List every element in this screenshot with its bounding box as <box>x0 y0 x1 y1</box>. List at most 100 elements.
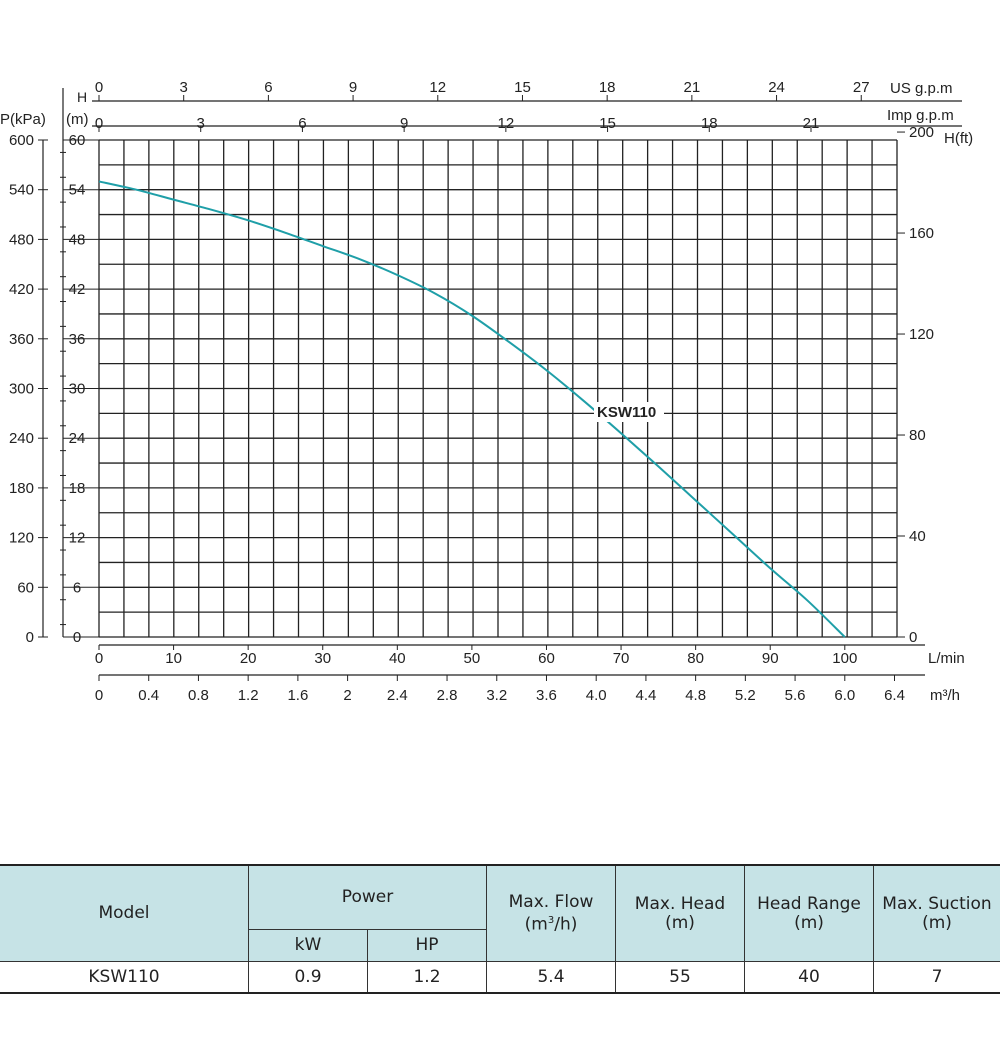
tick-label-h-m: 24 <box>69 430 86 447</box>
tick-label-m3h: 5.2 <box>735 687 756 704</box>
tick-label-imp-gpm: 21 <box>803 115 820 132</box>
pump-performance-chart: 0601201802403003604204805406000612182430… <box>0 79 973 704</box>
tick-label-kpa: 540 <box>9 182 34 199</box>
tick-label-imp-gpm: 0 <box>95 115 103 132</box>
axis-label-lmin: L/min <box>928 650 965 667</box>
cell-hp: 1.2 <box>367 960 487 993</box>
axis-label-us-gpm: US g.p.m <box>890 80 953 97</box>
tick-label-lmin: 50 <box>464 650 481 667</box>
tick-label-kpa: 0 <box>26 629 34 646</box>
tick-label-m3h: 0.8 <box>188 687 209 704</box>
header-max-head: Max. Head (m) <box>615 864 745 962</box>
tick-label-lmin: 30 <box>314 650 331 667</box>
header-max-flow: Max. Flow (m3/h) <box>486 864 616 962</box>
axis-label-h-m: (m) <box>66 111 89 128</box>
tick-label-us-gpm: 27 <box>853 79 870 96</box>
cell-max-suction: 7 <box>873 960 1000 993</box>
tick-label-m3h: 2.4 <box>387 687 408 704</box>
tick-label-kpa: 180 <box>9 480 34 497</box>
table-row: KSW110 0.9 1.2 5.4 55 40 7 <box>0 960 1000 993</box>
tick-label-h-m: 30 <box>69 381 86 398</box>
header-max-suction: Max. Suction (m) <box>873 864 1000 962</box>
axis-label-imp-gpm: Imp g.p.m <box>887 107 954 124</box>
tick-label-us-gpm: 12 <box>429 79 446 96</box>
tick-label-ft: 200 <box>909 124 934 141</box>
tick-label-m3h: 6.4 <box>884 687 905 704</box>
tick-label-us-gpm: 15 <box>514 79 531 96</box>
tick-label-lmin: 60 <box>538 650 555 667</box>
tick-label-imp-gpm: 6 <box>298 115 306 132</box>
tick-label-h-m: 42 <box>69 281 86 298</box>
tick-label-us-gpm: 3 <box>180 79 188 96</box>
tick-label-m3h: 5.6 <box>785 687 806 704</box>
curve-label-bg <box>594 402 664 422</box>
head-range-unit: (m) <box>794 913 824 934</box>
max-suction-title: Max. Suction <box>882 894 992 915</box>
cell-max-head: 55 <box>615 960 745 993</box>
tick-label-us-gpm: 9 <box>349 79 357 96</box>
tick-label-m3h: 4.0 <box>586 687 607 704</box>
tick-label-us-gpm: 0 <box>95 79 103 96</box>
tick-label-imp-gpm: 12 <box>498 115 515 132</box>
tick-label-us-gpm: 24 <box>768 79 785 96</box>
tick-label-lmin: 80 <box>687 650 704 667</box>
tick-label-kpa: 300 <box>9 381 34 398</box>
tick-label-lmin: 0 <box>95 650 103 667</box>
performance-curves <box>98 180 846 638</box>
max-head-unit: (m) <box>665 913 695 934</box>
tick-label-h-m: 48 <box>69 231 86 248</box>
tick-label-kpa: 120 <box>9 530 34 547</box>
chart-grid <box>98 139 898 638</box>
tick-label-ft: 80 <box>909 427 926 444</box>
tick-label-h-m: 6 <box>73 579 81 596</box>
tick-label-us-gpm: 18 <box>599 79 616 96</box>
tick-label-h-m: 54 <box>69 182 86 199</box>
axis-label-kpa: P(kPa) <box>0 111 46 128</box>
curve-label: KSW110 <box>597 404 656 421</box>
header-model: Model <box>0 864 249 962</box>
header-hp: HP <box>367 928 487 962</box>
tick-label-imp-gpm: 18 <box>701 115 718 132</box>
tick-label-m3h: 1.6 <box>287 687 308 704</box>
tick-label-m3h: 6.0 <box>834 687 855 704</box>
tick-label-h-m: 36 <box>69 331 86 348</box>
tick-label-m3h: 2 <box>343 687 351 704</box>
header-kw: kW <box>248 928 368 962</box>
tick-label-kpa: 60 <box>17 579 34 596</box>
cell-kw: 0.9 <box>248 960 368 993</box>
curve-ksw110 <box>98 180 846 638</box>
tick-label-lmin: 40 <box>389 650 406 667</box>
tick-label-ft: 40 <box>909 528 926 545</box>
cell-head-range: 40 <box>744 960 874 993</box>
tick-label-us-gpm: 21 <box>684 79 701 96</box>
head-range-title: Head Range <box>757 894 861 915</box>
chart-labels: 0601201802403003604204805406000612182430… <box>0 79 973 704</box>
tick-label-ft: 0 <box>909 629 917 646</box>
max-suction-unit: (m) <box>922 913 952 934</box>
tick-label-h-m: 12 <box>69 530 86 547</box>
tick-label-kpa: 600 <box>9 132 34 149</box>
tick-label-kpa: 240 <box>9 430 34 447</box>
axis-label-ft: H(ft) <box>944 130 973 147</box>
tick-label-imp-gpm: 3 <box>197 115 205 132</box>
tick-label-imp-gpm: 15 <box>599 115 616 132</box>
specification-table: Model Power Max. Flow (m3/h) Max. Head (… <box>0 864 1000 994</box>
header-head-range: Head Range (m) <box>744 864 874 962</box>
tick-label-m3h: 3.2 <box>486 687 507 704</box>
tick-label-kpa: 360 <box>9 331 34 348</box>
tick-label-lmin: 100 <box>832 650 857 667</box>
tick-label-h-m: 18 <box>69 480 86 497</box>
tick-label-h-m: 0 <box>73 629 81 646</box>
tick-label-m3h: 3.6 <box>536 687 557 704</box>
tick-label-kpa: 480 <box>9 231 34 248</box>
tick-label-h-m: 60 <box>69 132 86 149</box>
max-head-title: Max. Head <box>634 894 726 915</box>
axis-label-m3h: m³/h <box>930 687 960 704</box>
tick-label-m3h: 2.8 <box>437 687 458 704</box>
tick-label-lmin: 20 <box>240 650 257 667</box>
tick-label-ft: 120 <box>909 326 934 343</box>
tick-label-us-gpm: 6 <box>264 79 272 96</box>
tick-label-lmin: 90 <box>762 650 779 667</box>
tick-label-lmin: 70 <box>613 650 630 667</box>
tick-label-m3h: 0 <box>95 687 103 704</box>
